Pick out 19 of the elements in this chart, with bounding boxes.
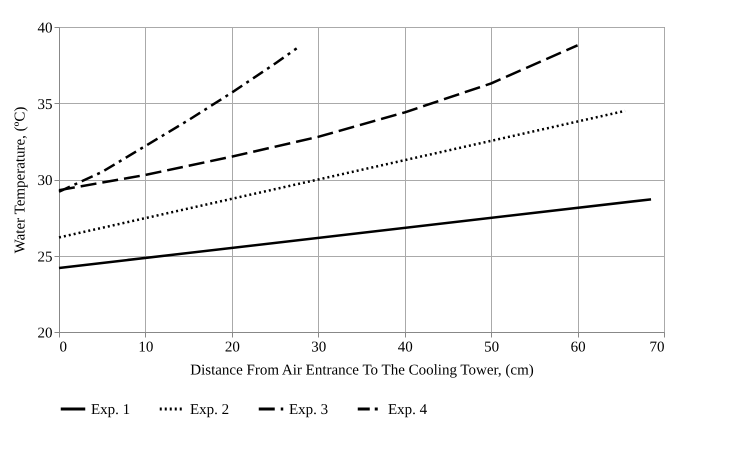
y-tick-label: 30	[38, 173, 52, 189]
x-axis-title: Distance From Air Entrance To The Cooling Tower, (cm)	[190, 362, 534, 378]
x-tick-label: 60	[570, 340, 586, 356]
x-tick-label: 20	[224, 340, 240, 356]
legend-label: Exp. 3	[289, 402, 328, 418]
y-tick-label: 25	[38, 249, 52, 266]
legend-label: Exp. 1	[91, 402, 130, 418]
legend-label: Exp. 4	[388, 402, 428, 418]
y-tick-label: 35	[38, 96, 52, 113]
x-tick-label: 40	[398, 340, 413, 356]
x-tick-label: 50	[484, 340, 500, 356]
legend-label: Exp. 2	[190, 402, 230, 418]
y-tick-label: 40	[38, 20, 52, 36]
y-tick-label: 20	[38, 326, 52, 342]
x-tick-label: 30	[311, 340, 326, 356]
x-tick-label: 70	[650, 340, 664, 356]
x-tick-label: 10	[138, 340, 154, 356]
x-tick-label: 0	[60, 340, 67, 356]
y-axis-title: Water Temperature, (ºC)	[12, 106, 28, 254]
